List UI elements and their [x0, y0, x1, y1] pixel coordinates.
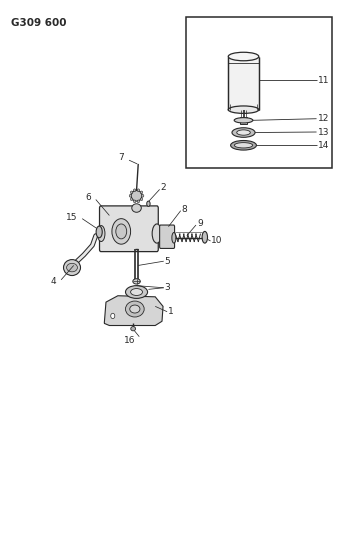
- Ellipse shape: [202, 231, 208, 243]
- Ellipse shape: [131, 327, 135, 331]
- Ellipse shape: [63, 260, 80, 276]
- Text: 2: 2: [160, 183, 166, 192]
- Ellipse shape: [96, 226, 102, 238]
- Ellipse shape: [228, 52, 259, 61]
- Ellipse shape: [133, 189, 136, 191]
- Ellipse shape: [237, 130, 250, 135]
- Text: G309 600: G309 600: [11, 18, 66, 28]
- Text: 11: 11: [317, 76, 329, 85]
- Bar: [228, 56, 259, 110]
- Text: 10: 10: [211, 237, 223, 246]
- Ellipse shape: [131, 190, 142, 201]
- Ellipse shape: [234, 118, 253, 123]
- FancyBboxPatch shape: [100, 206, 158, 252]
- Text: 7: 7: [118, 153, 124, 162]
- Ellipse shape: [125, 286, 148, 298]
- Text: 9: 9: [197, 220, 203, 229]
- Ellipse shape: [129, 195, 132, 197]
- Ellipse shape: [232, 128, 255, 138]
- Ellipse shape: [98, 225, 105, 241]
- Text: 16: 16: [124, 336, 135, 345]
- Text: 1: 1: [168, 307, 174, 316]
- Ellipse shape: [130, 198, 133, 200]
- Text: 14: 14: [317, 141, 329, 150]
- Text: 3: 3: [165, 283, 170, 292]
- Ellipse shape: [130, 191, 133, 193]
- Ellipse shape: [130, 305, 140, 313]
- Ellipse shape: [147, 201, 150, 206]
- Ellipse shape: [131, 288, 143, 295]
- Text: 6: 6: [85, 193, 91, 202]
- Ellipse shape: [172, 232, 176, 243]
- Text: 13: 13: [317, 127, 329, 136]
- Ellipse shape: [125, 301, 144, 317]
- Bar: [186, 17, 332, 168]
- Ellipse shape: [133, 200, 136, 203]
- Ellipse shape: [132, 204, 141, 212]
- Ellipse shape: [234, 143, 253, 148]
- Text: 8: 8: [181, 205, 187, 214]
- Ellipse shape: [66, 263, 77, 272]
- Ellipse shape: [133, 279, 140, 284]
- Ellipse shape: [111, 313, 115, 319]
- Ellipse shape: [228, 106, 259, 114]
- Ellipse shape: [142, 195, 144, 197]
- Text: 12: 12: [317, 114, 329, 123]
- Ellipse shape: [152, 224, 162, 243]
- Ellipse shape: [140, 191, 143, 193]
- Ellipse shape: [231, 141, 256, 150]
- Text: 5: 5: [165, 257, 170, 265]
- Ellipse shape: [137, 189, 139, 191]
- PathPatch shape: [104, 296, 163, 326]
- FancyBboxPatch shape: [160, 225, 175, 248]
- Ellipse shape: [137, 200, 139, 203]
- Bar: [240, 117, 247, 124]
- Ellipse shape: [116, 224, 127, 239]
- Ellipse shape: [140, 198, 143, 200]
- Ellipse shape: [112, 219, 131, 244]
- Text: 4: 4: [50, 277, 56, 286]
- Text: 15: 15: [65, 213, 77, 222]
